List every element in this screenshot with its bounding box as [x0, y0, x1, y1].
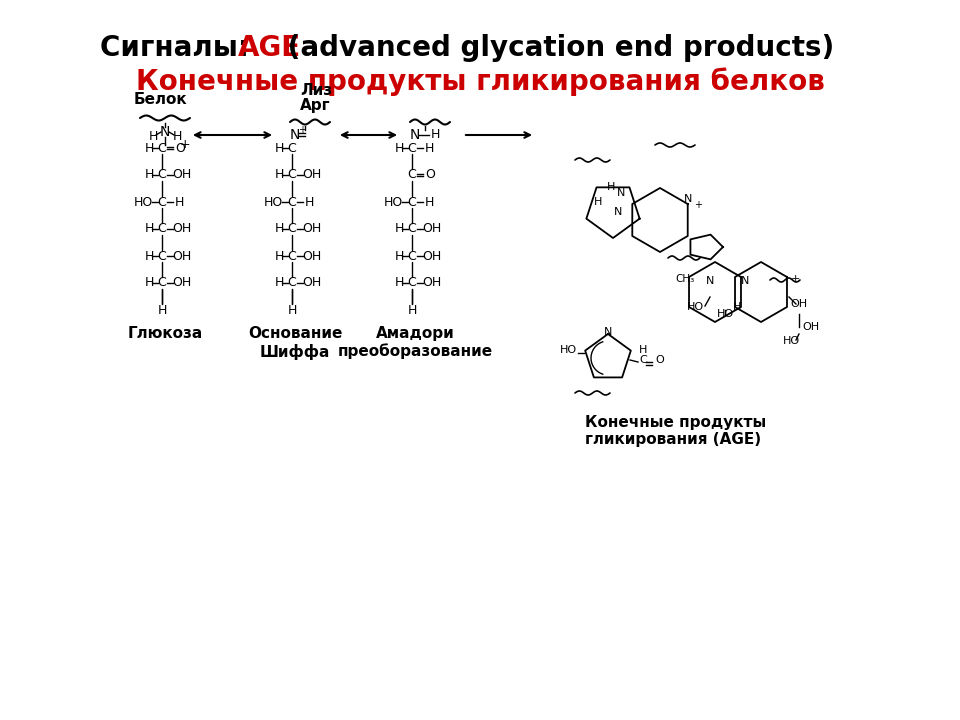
- Text: Конечные продукты
гликирования (AGE): Конечные продукты гликирования (AGE): [585, 415, 766, 447]
- Text: C: C: [157, 276, 166, 289]
- Text: Сигналы:: Сигналы:: [100, 34, 258, 62]
- Text: H: H: [157, 304, 167, 317]
- Text: OH: OH: [422, 222, 442, 235]
- Text: H: H: [607, 182, 615, 192]
- Text: Лиз: Лиз: [300, 83, 332, 98]
- Text: H: H: [275, 276, 284, 289]
- Text: OH: OH: [302, 276, 322, 289]
- Text: Амадори
преоборазование: Амадори преоборазование: [337, 326, 492, 359]
- Text: C: C: [408, 142, 417, 155]
- Text: OH: OH: [302, 250, 322, 263]
- Text: H: H: [275, 142, 284, 155]
- Text: C: C: [408, 276, 417, 289]
- Text: HO: HO: [383, 196, 402, 209]
- Text: CH₃: CH₃: [676, 274, 695, 284]
- Text: OH: OH: [302, 168, 322, 181]
- Text: HO: HO: [686, 302, 704, 312]
- Text: H: H: [275, 168, 284, 181]
- Text: HO: HO: [263, 196, 282, 209]
- Text: N: N: [741, 276, 749, 286]
- Text: +: +: [298, 125, 306, 135]
- Text: OH: OH: [302, 222, 322, 235]
- Text: HO: HO: [782, 336, 800, 346]
- Text: Конечные продукты гликирования белков: Конечные продукты гликирования белков: [135, 68, 825, 96]
- Text: OH: OH: [173, 168, 192, 181]
- Text: HO: HO: [560, 345, 577, 355]
- Text: H: H: [172, 130, 181, 143]
- Text: N: N: [604, 327, 612, 337]
- Text: +: +: [694, 200, 702, 210]
- Text: H: H: [638, 345, 647, 355]
- Text: H: H: [395, 142, 404, 155]
- Text: C: C: [408, 168, 417, 181]
- Text: O: O: [175, 142, 185, 155]
- Text: H: H: [144, 276, 154, 289]
- Text: OH: OH: [173, 222, 192, 235]
- Text: H: H: [594, 197, 602, 207]
- Text: H: H: [287, 304, 297, 317]
- Text: N: N: [617, 188, 625, 198]
- Text: OH: OH: [790, 299, 807, 309]
- Text: (advanced glycation end products): (advanced glycation end products): [278, 34, 834, 62]
- Text: Основание
Шиффа: Основание Шиффа: [248, 326, 342, 359]
- Text: C: C: [157, 250, 166, 263]
- Text: H: H: [275, 250, 284, 263]
- Text: H: H: [424, 196, 434, 209]
- Text: HO: HO: [716, 309, 733, 319]
- Text: H: H: [407, 304, 417, 317]
- Text: Глюкоза: Глюкоза: [128, 326, 203, 341]
- Text: N: N: [290, 128, 300, 142]
- Text: C: C: [157, 142, 166, 155]
- Text: O: O: [656, 355, 664, 365]
- Text: OH: OH: [422, 276, 442, 289]
- Text: C: C: [157, 222, 166, 235]
- Text: Арг: Арг: [300, 98, 330, 113]
- Text: N: N: [684, 194, 692, 204]
- Text: C: C: [639, 355, 647, 365]
- Text: H: H: [395, 222, 404, 235]
- Text: C: C: [288, 276, 297, 289]
- Text: H: H: [424, 142, 434, 155]
- Text: N: N: [613, 207, 622, 217]
- Text: H: H: [144, 142, 154, 155]
- Text: N: N: [706, 276, 714, 286]
- Text: N: N: [410, 128, 420, 142]
- Text: OH: OH: [173, 276, 192, 289]
- Text: H: H: [395, 250, 404, 263]
- Text: C: C: [408, 196, 417, 209]
- Text: OH: OH: [173, 250, 192, 263]
- Text: N: N: [159, 125, 170, 139]
- Text: C: C: [157, 168, 166, 181]
- Text: H: H: [144, 222, 154, 235]
- Text: H: H: [275, 222, 284, 235]
- Text: C: C: [288, 222, 297, 235]
- Text: C: C: [408, 250, 417, 263]
- Text: Белок: Белок: [133, 92, 187, 107]
- Text: H: H: [430, 128, 440, 142]
- Text: H: H: [144, 250, 154, 263]
- Text: H: H: [144, 168, 154, 181]
- Text: C: C: [408, 222, 417, 235]
- Text: H: H: [395, 276, 404, 289]
- Text: H: H: [732, 302, 741, 312]
- Text: O: O: [425, 168, 435, 181]
- Text: C: C: [157, 196, 166, 209]
- Text: C: C: [288, 250, 297, 263]
- Text: OH: OH: [803, 322, 820, 332]
- Text: OH: OH: [422, 250, 442, 263]
- Text: +: +: [180, 138, 190, 150]
- Text: AGE: AGE: [238, 34, 301, 62]
- Text: H: H: [148, 130, 157, 143]
- Text: H: H: [175, 196, 183, 209]
- Text: H: H: [304, 196, 314, 209]
- Text: C: C: [288, 196, 297, 209]
- Text: C: C: [288, 168, 297, 181]
- Text: C: C: [288, 142, 297, 155]
- Text: +: +: [790, 274, 800, 284]
- Text: HO: HO: [133, 196, 153, 209]
